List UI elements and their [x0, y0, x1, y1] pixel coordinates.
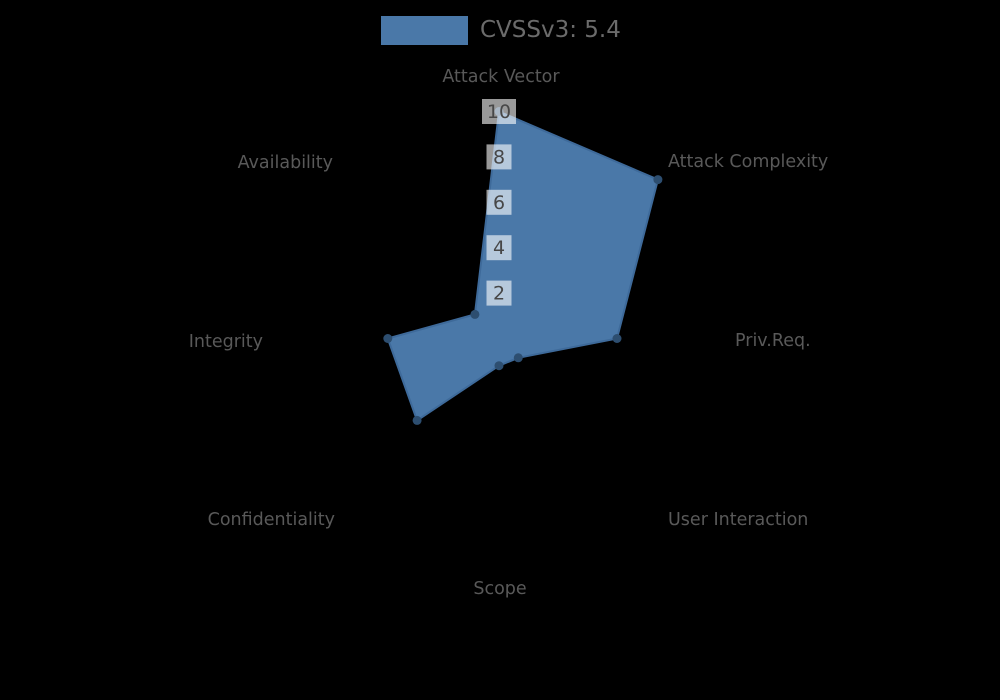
- radial-tick-box: [486, 189, 512, 215]
- legend: CVSSv3: 5.4: [381, 16, 621, 45]
- vertex-marker: [494, 361, 504, 371]
- vertex-marker: [470, 309, 480, 319]
- vertex-marker: [653, 175, 663, 185]
- radial-tick-label: 10: [487, 101, 511, 123]
- radial-tick-box: [486, 280, 512, 306]
- legend-swatch: [381, 16, 468, 45]
- category-label: Confidentiality: [208, 510, 335, 530]
- radial-tick-label: 2: [493, 283, 505, 305]
- radial-tick-label: 4: [493, 237, 505, 259]
- category-label: Integrity: [189, 332, 263, 352]
- category-label: Availability: [238, 153, 333, 173]
- vertex-marker: [383, 334, 393, 343]
- category-label: Priv.Req.: [735, 331, 811, 351]
- category-label: Attack Vector: [442, 67, 560, 87]
- axis-spoke: [498, 338, 658, 421]
- vertex-marker: [612, 334, 622, 343]
- radial-tick-box: [486, 235, 512, 261]
- radial-tick-box: [486, 144, 512, 170]
- vertex-marker: [513, 353, 523, 363]
- legend-label: CVSSv3: 5.4: [480, 17, 621, 43]
- radial-tick-box: [482, 99, 516, 124]
- radial-tick-label: 8: [493, 146, 505, 168]
- series-polygon: [386, 110, 659, 422]
- category-label: Attack Complexity: [668, 152, 828, 172]
- category-label: Scope: [473, 579, 526, 599]
- category-label: User Interaction: [668, 510, 808, 530]
- vertex-marker: [412, 415, 422, 425]
- radial-tick-label: 6: [493, 192, 505, 214]
